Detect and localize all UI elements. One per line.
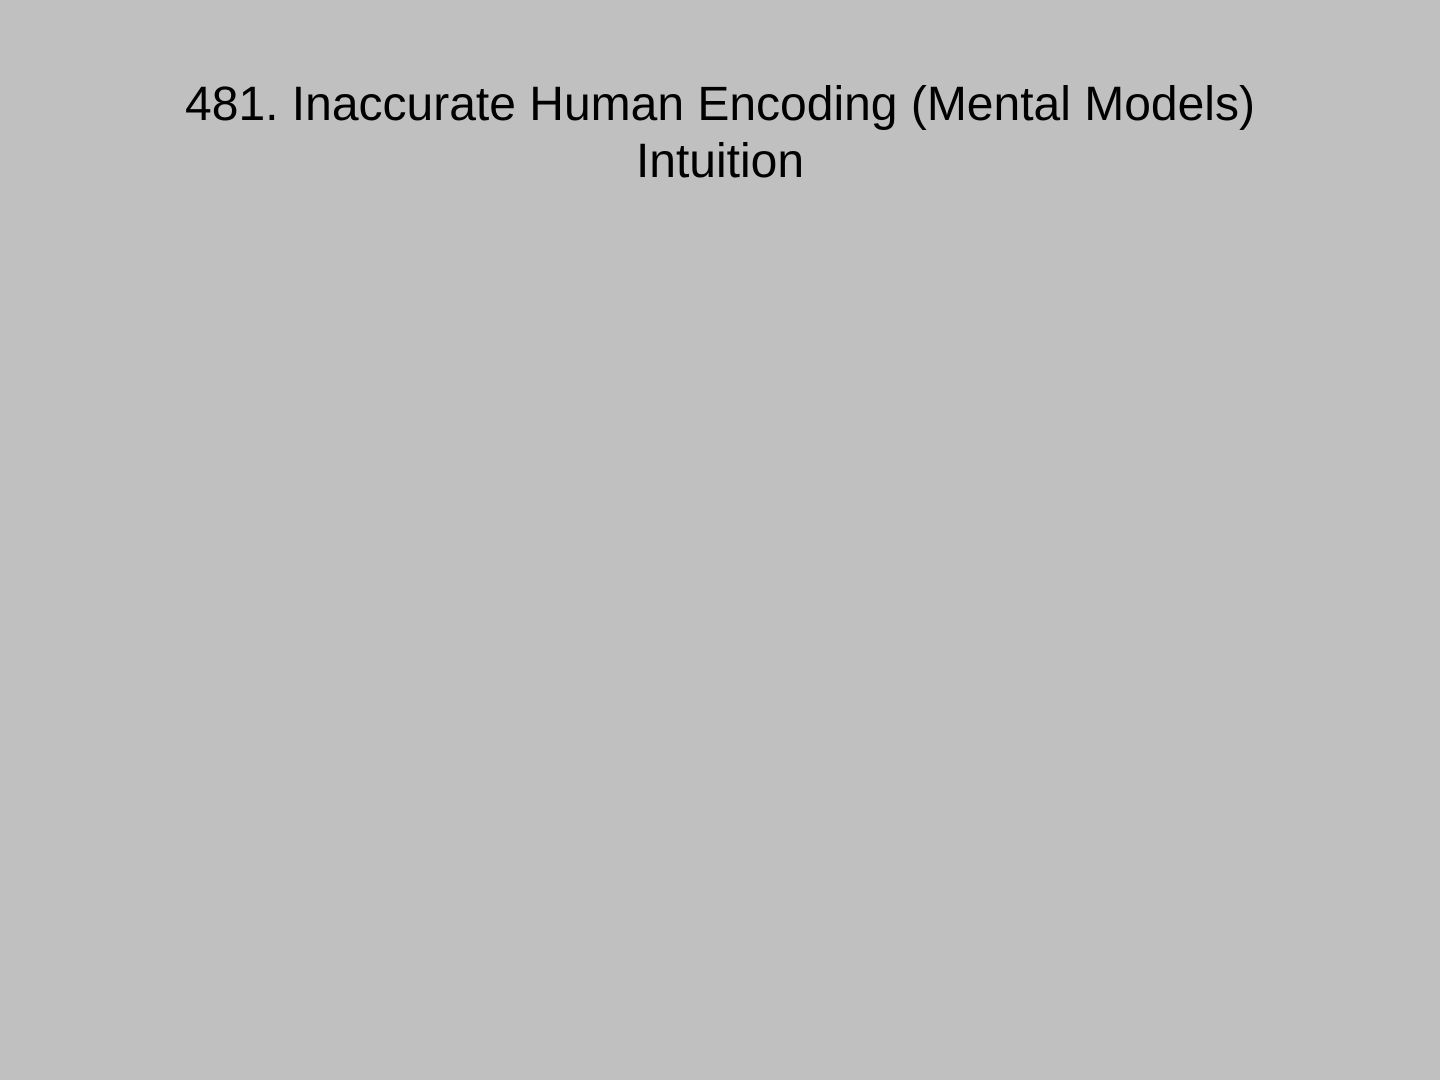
slide-title: 481. Inaccurate Human Encoding (Mental M… [0,76,1440,190]
slide-title-line-2: Intuition [635,135,805,188]
slide-title-line-1: 481. Inaccurate Human Encoding (Mental M… [185,78,1255,131]
